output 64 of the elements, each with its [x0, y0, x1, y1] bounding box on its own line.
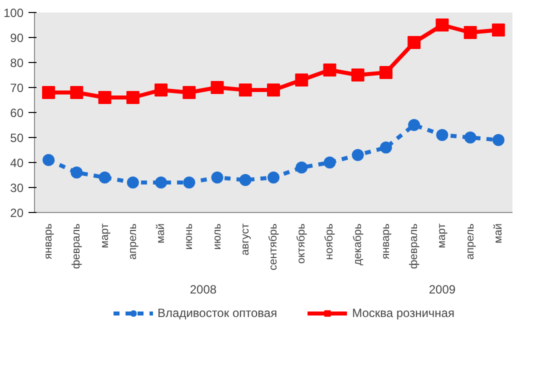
x-tick-label: ноябрь [324, 223, 336, 260]
point [210, 81, 224, 94]
x-tick-label: январь [42, 223, 55, 260]
text: 2009 [428, 282, 456, 296]
x-tick-label: февраль [408, 223, 420, 269]
point [98, 172, 111, 184]
x-tick-label: февраль [70, 223, 83, 269]
y-tick-label: 40 [10, 156, 24, 170]
point [155, 176, 168, 188]
x-tick-label: декабрь [352, 223, 364, 266]
x-tick-label: октябрь [296, 223, 308, 264]
point [182, 86, 196, 99]
point [98, 91, 112, 104]
x-tick-label: май [492, 223, 504, 244]
point [42, 154, 55, 166]
point [239, 174, 252, 186]
point [464, 26, 477, 39]
point [268, 172, 280, 184]
point [211, 172, 224, 184]
point [380, 142, 392, 154]
point [351, 68, 364, 82]
x-tick-label: июль [211, 223, 224, 250]
point [183, 176, 196, 188]
point [267, 84, 280, 96]
x-tick-label: апрель [464, 223, 476, 260]
point [126, 91, 140, 104]
point [408, 36, 421, 49]
text: 2008 [190, 282, 217, 296]
y-tick-label: 100 [3, 6, 24, 20]
x-tick-label: сентябрь [268, 223, 280, 270]
point [70, 166, 83, 178]
x-tick-label: апрель [126, 223, 139, 260]
point [323, 64, 336, 76]
point [436, 129, 448, 141]
point [295, 74, 308, 86]
x-tick-label: август [239, 224, 252, 256]
point [238, 84, 252, 96]
point [126, 176, 139, 188]
point [70, 86, 84, 99]
x-tick-label: январь [380, 223, 392, 260]
y-tick-label: 30 [10, 181, 24, 195]
point [296, 162, 308, 174]
y-tick-label: 70 [10, 81, 24, 95]
legend-label: Москва розничная [352, 306, 454, 320]
point [436, 18, 449, 32]
y-tick-label: 90 [10, 31, 24, 45]
legend-label: Владивосток оптовая [158, 306, 278, 320]
point [379, 66, 392, 79]
point [408, 119, 420, 131]
y-tick-label: 80 [10, 56, 24, 70]
point [492, 134, 504, 146]
point [352, 149, 364, 161]
y-tick-label: 60 [10, 106, 24, 120]
y-tick-label: 20 [10, 206, 24, 220]
x-tick-label: май [155, 223, 168, 244]
x-tick-label: март [98, 223, 111, 248]
point [464, 132, 476, 144]
point [154, 84, 168, 96]
x-tick-label: март [436, 223, 448, 248]
x-tick-label: июнь [183, 223, 196, 250]
y-tick-label: 50 [10, 131, 24, 145]
point [42, 86, 56, 99]
point [324, 156, 336, 168]
point [492, 24, 505, 36]
